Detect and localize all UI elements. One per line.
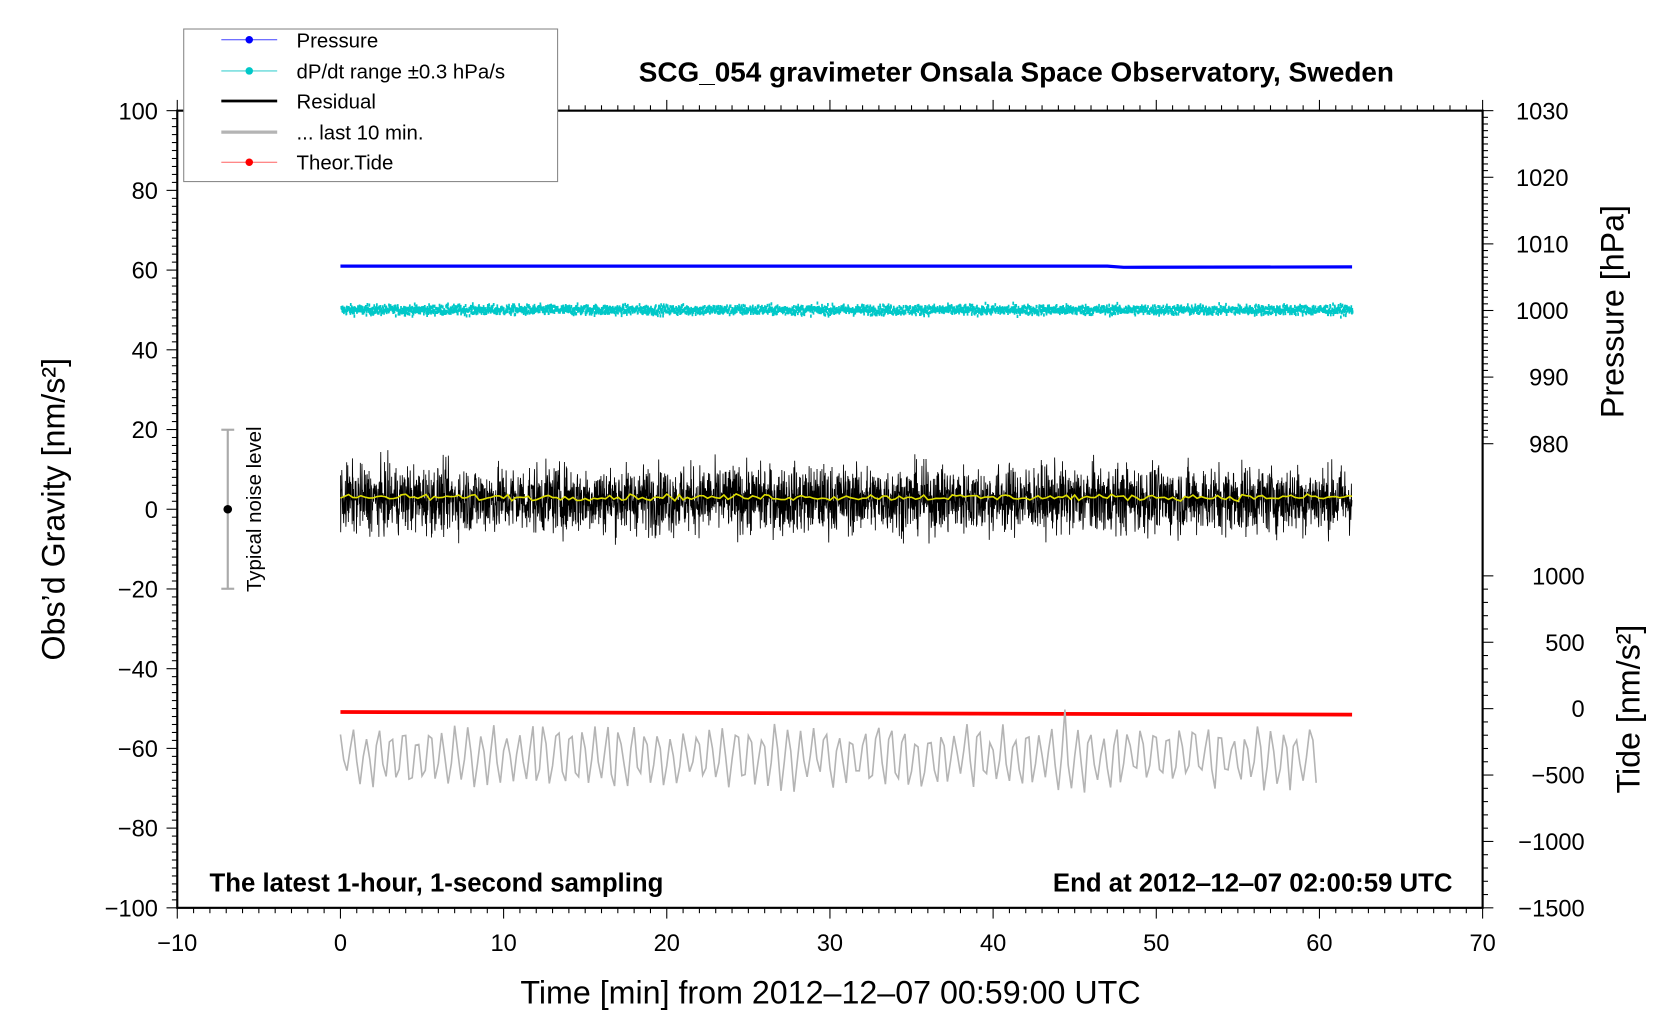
legend-pressure: Pressure bbox=[221, 30, 378, 52]
last-10-min-line bbox=[339, 709, 1317, 793]
axes-layer: −10 0 10 20 30 40 50 60 70−100−80−60−40−20020406… bbox=[105, 99, 1585, 957]
tide-tick-label: 500 bbox=[1545, 631, 1584, 657]
pressure-tick-label: 990 bbox=[1529, 366, 1568, 392]
y-axis-label: Obs’d Gravity [nm/s²] bbox=[35, 358, 71, 661]
residual-smoothed-line bbox=[340, 492, 1353, 503]
tide-tick-label: 1000 bbox=[1532, 564, 1585, 590]
legend-label: ... last 10 min. bbox=[297, 123, 424, 145]
dpdt-points bbox=[340, 301, 1354, 319]
tide-tick-label: −1500 bbox=[1518, 896, 1584, 922]
legend-last10: ... last 10 min. bbox=[221, 123, 424, 145]
legend-label: dP/dt range ±0.3 hPa/s bbox=[297, 61, 506, 83]
pressure-tick-label: 1020 bbox=[1516, 166, 1569, 192]
tide-axis-label: Tide [nm/s²] bbox=[1610, 625, 1646, 794]
y-tick-label: 0 bbox=[145, 498, 158, 524]
x-tick-label: 50 bbox=[1143, 931, 1169, 957]
legend-label: Pressure bbox=[297, 30, 379, 52]
x-tick-label: 20 bbox=[654, 931, 680, 957]
pressure-tick-label: 1030 bbox=[1516, 99, 1569, 125]
end-time-note: End at 2012‒12‒07 02:00:59 UTC bbox=[1053, 870, 1453, 898]
y-tick-label: 20 bbox=[132, 418, 158, 444]
legend: Pressure dP/dt range ±0.3 hPa/s Residual… bbox=[183, 28, 559, 183]
legend-dpdt: dP/dt range ±0.3 hPa/s bbox=[221, 61, 505, 83]
pressure-line bbox=[340, 264, 1353, 269]
x-axis-label: Time [min] from 2012‒12‒07 00:59:00 UTC bbox=[520, 974, 1140, 1010]
tide-tick-label: −1000 bbox=[1518, 830, 1584, 856]
legend-residual: Residual bbox=[221, 92, 376, 114]
y-tick-label: 60 bbox=[132, 259, 158, 285]
sampling-note: The latest 1‑hour, 1‑second sampling bbox=[210, 870, 664, 898]
pressure-tick-label: 1000 bbox=[1516, 299, 1569, 325]
x-tick-label: 40 bbox=[980, 931, 1006, 957]
y-tick-label: −100 bbox=[105, 896, 158, 922]
residual-line bbox=[340, 450, 1353, 545]
y-tick-label: 80 bbox=[132, 179, 158, 205]
chart-title: SCG_054 gravimeter Onsala Space Observat… bbox=[639, 57, 1394, 88]
series-layer bbox=[339, 264, 1354, 793]
tide-tick-label: 0 bbox=[1572, 697, 1585, 723]
y-tick-label: −40 bbox=[118, 657, 158, 683]
pressure-tick-label: 1010 bbox=[1516, 232, 1569, 258]
tide-tick-label: −500 bbox=[1531, 764, 1584, 790]
x-tick-label: 0 bbox=[334, 931, 347, 957]
y-tick-label: 100 bbox=[119, 99, 158, 125]
x-tick-label: 10 bbox=[490, 931, 516, 957]
legend-tide: Theor.Tide bbox=[221, 153, 393, 175]
x-tick-label: 70 bbox=[1469, 931, 1495, 957]
y-tick-label: −80 bbox=[118, 817, 158, 843]
noise-level-label: Typical noise level bbox=[244, 426, 266, 592]
y-tick-label: 40 bbox=[132, 338, 158, 364]
legend-label: Residual bbox=[297, 92, 376, 114]
pressure-tick-label: 980 bbox=[1529, 432, 1568, 458]
x-tick-label: 30 bbox=[817, 931, 843, 957]
noise-level-indicator: Typical noise level bbox=[221, 426, 266, 592]
y-tick-label: −60 bbox=[118, 737, 158, 763]
pressure-axis-label: Pressure [hPa] bbox=[1594, 205, 1630, 418]
y-tick-label: −20 bbox=[118, 578, 158, 604]
x-tick-label: −10 bbox=[157, 931, 197, 957]
tide-line bbox=[340, 710, 1353, 717]
x-tick-label: 60 bbox=[1306, 931, 1332, 957]
legend-label: Theor.Tide bbox=[297, 153, 394, 175]
